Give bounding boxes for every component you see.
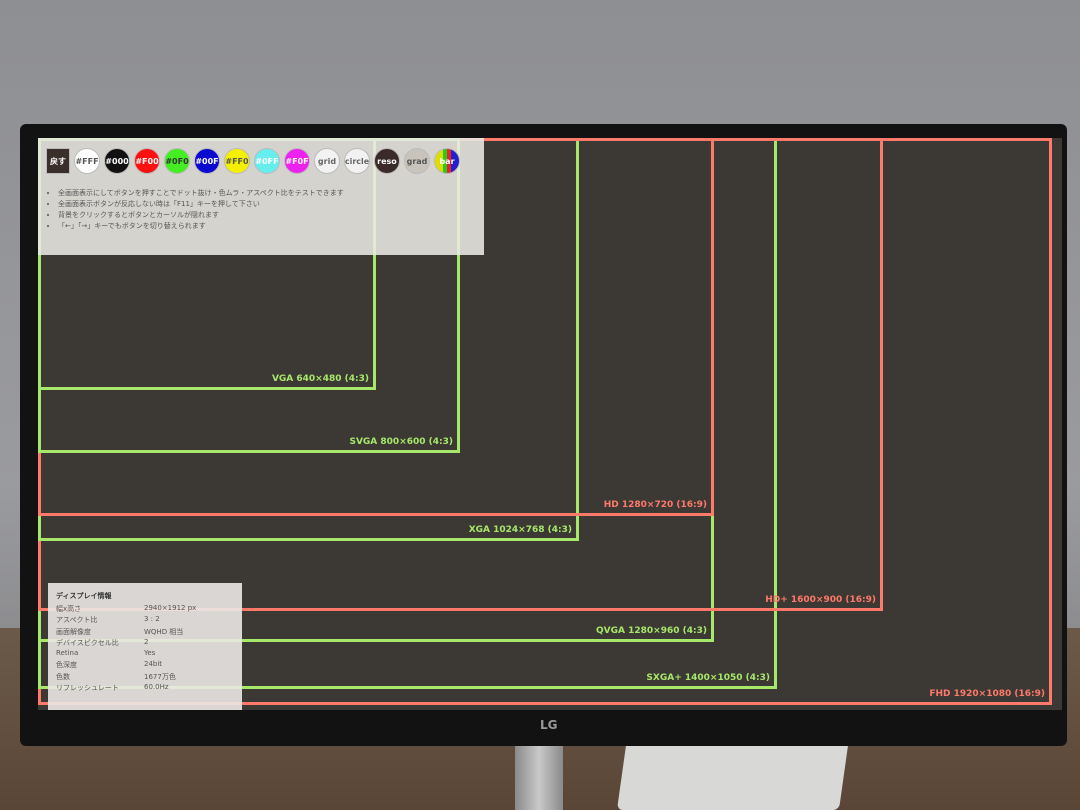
color-button-grid[interactable]: grid xyxy=(314,148,340,174)
color-button-f00[interactable]: #F00 xyxy=(134,148,160,174)
info-value: 3 : 2 xyxy=(144,615,160,624)
instruction-item: 全画面表示にしてボタンを押すことでドット抜け・色ムラ・アスペクト比をテストできま… xyxy=(58,188,476,199)
back-button[interactable]: 戻す xyxy=(46,148,70,174)
resolution-label: HD 1280×720 (16:9) xyxy=(603,500,707,510)
resolution-label: VGA 640×480 (4:3) xyxy=(271,374,369,384)
color-button-grad[interactable]: grad xyxy=(404,148,430,174)
info-row: リフレッシュレート 60.0Hz xyxy=(56,683,234,694)
instructions: 全画面表示にしてボタンを押すことでドット抜け・色ムラ・アスペクト比をテストできま… xyxy=(46,188,476,232)
info-value: Yes xyxy=(144,649,156,658)
info-label: Retina xyxy=(56,649,79,658)
power-adapter xyxy=(616,738,850,810)
info-row: 幅x高さ 2940×1912 px xyxy=(56,604,234,615)
color-button-0ff[interactable]: #0FF xyxy=(254,148,280,174)
info-row: デバイスピクセル比 2 xyxy=(56,638,234,649)
info-value: 24bit xyxy=(144,660,163,669)
resolution-label: SXGA+ 1400×1050 (4:3) xyxy=(646,673,770,683)
info-value: 2940×1912 px xyxy=(144,604,197,612)
color-button-reso[interactable]: reso xyxy=(374,148,400,174)
instruction-item: 「←」「→」キーでもボタンを切り替えられます xyxy=(58,221,476,232)
resolution-label: QVGA 1280×960 (4:3) xyxy=(596,626,707,636)
info-row: 色深度 24bit xyxy=(56,660,234,671)
resolution-label: HD+ 1600×900 (16:9) xyxy=(765,595,876,605)
instruction-item: 全画面表示ボタンが反応しない時は「F11」キーを押して下さい xyxy=(58,199,476,210)
info-value: WQHD 相当 xyxy=(144,627,184,636)
info-value: 1677万色 xyxy=(144,672,176,681)
control-panel: 戻す #FFF #000 #F00 #0F0 #00F #FF0 #0FF #F0F grid c… xyxy=(38,138,484,255)
info-label: 画面解像度 xyxy=(56,627,91,636)
info-row: アスペクト比 3 : 2 xyxy=(56,615,234,626)
resolution-label: FHD 1920×1080 (16:9) xyxy=(929,689,1045,699)
info-title: ディスプレイ情報 xyxy=(56,592,112,600)
color-button-ff0[interactable]: #FF0 xyxy=(224,148,250,174)
info-row: Retina Yes xyxy=(56,649,234,660)
info-row: 色数 1677万色 xyxy=(56,672,234,683)
color-button-00f[interactable]: #00F xyxy=(194,148,220,174)
color-button-bar[interactable]: bar xyxy=(434,148,460,174)
resolution-label: XGA 1024×768 (4:3) xyxy=(468,525,572,535)
monitor-stand xyxy=(515,740,563,810)
display-info-panel: ディスプレイ情報 幅x高さ 2940×1912 px アスペクト比 3 : 2 画面解像… xyxy=(48,583,242,710)
button-bar: 戻す #FFF #000 #F00 #0F0 #00F #FF0 #0FF #F0F grid c… xyxy=(46,148,476,174)
color-button-circle[interactable]: circle xyxy=(344,148,370,174)
info-value: 2 xyxy=(144,637,149,646)
info-value: 60.0Hz xyxy=(144,683,169,692)
brand-logo: LG xyxy=(540,718,558,732)
color-button-fff[interactable]: #FFF xyxy=(74,148,100,174)
resolution-label: SVGA 800×600 (4:3) xyxy=(349,437,453,447)
info-label: リフレッシュレート xyxy=(56,684,119,693)
info-label: 色深度 xyxy=(56,661,77,670)
color-button-f0f[interactable]: #F0F xyxy=(284,148,310,174)
color-button-000[interactable]: #000 xyxy=(104,148,130,174)
instruction-item: 背景をクリックするとボタンとカーソルが隠れます xyxy=(58,210,476,221)
screen[interactable]: FHD 1920×1080 (16:9) SXGA+ 1400×1050 (4:3… xyxy=(38,138,1062,710)
info-label: 幅x高さ xyxy=(56,605,82,613)
info-row: 画面解像度 WQHD 相当 xyxy=(56,627,234,638)
info-label: アスペクト比 xyxy=(56,616,98,625)
info-label: 色数 xyxy=(56,672,70,681)
color-button-0f0[interactable]: #0F0 xyxy=(164,148,190,174)
info-label: デバイスピクセル比 xyxy=(56,638,119,647)
